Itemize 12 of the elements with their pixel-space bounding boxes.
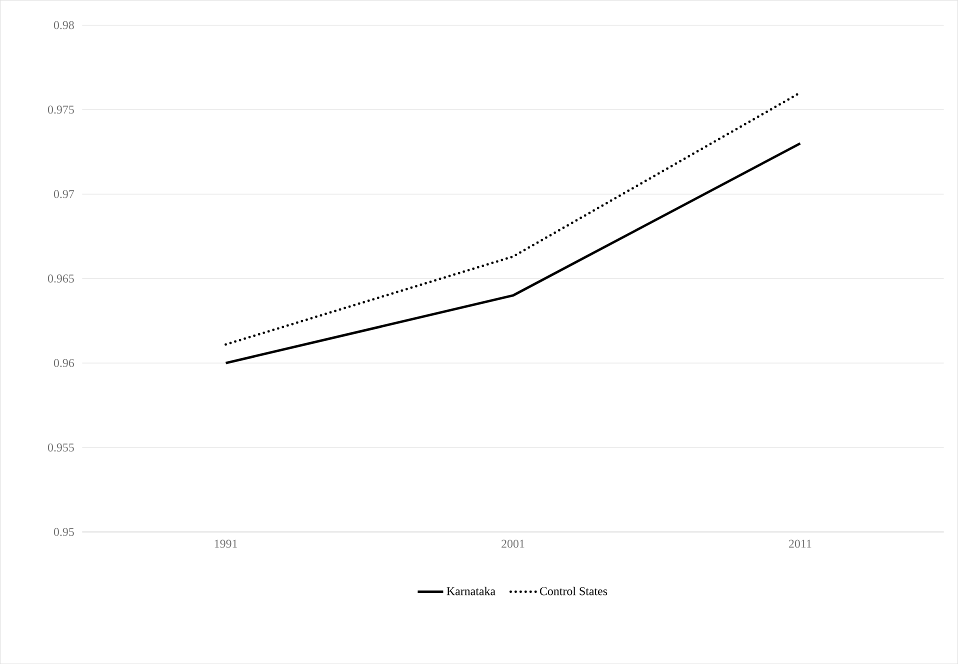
- y-tick-label: 0.975: [48, 106, 74, 114]
- y-tick-label: 0.95: [54, 528, 74, 536]
- y-tick-label: 0.955: [48, 443, 74, 452]
- y-tick-label: 0.98: [54, 21, 74, 30]
- y-tick-label: 0.965: [48, 274, 74, 283]
- legend-label: Control States: [540, 586, 608, 596]
- x-tick-label: 1991: [214, 540, 238, 548]
- y-tick-label: 0.97: [54, 190, 74, 198]
- y-tick-label: 0.96: [54, 358, 74, 368]
- legend-label: Karnataka: [446, 586, 496, 596]
- x-tick-label: 2011: [789, 540, 812, 548]
- x-tick-label: 2001: [502, 540, 524, 548]
